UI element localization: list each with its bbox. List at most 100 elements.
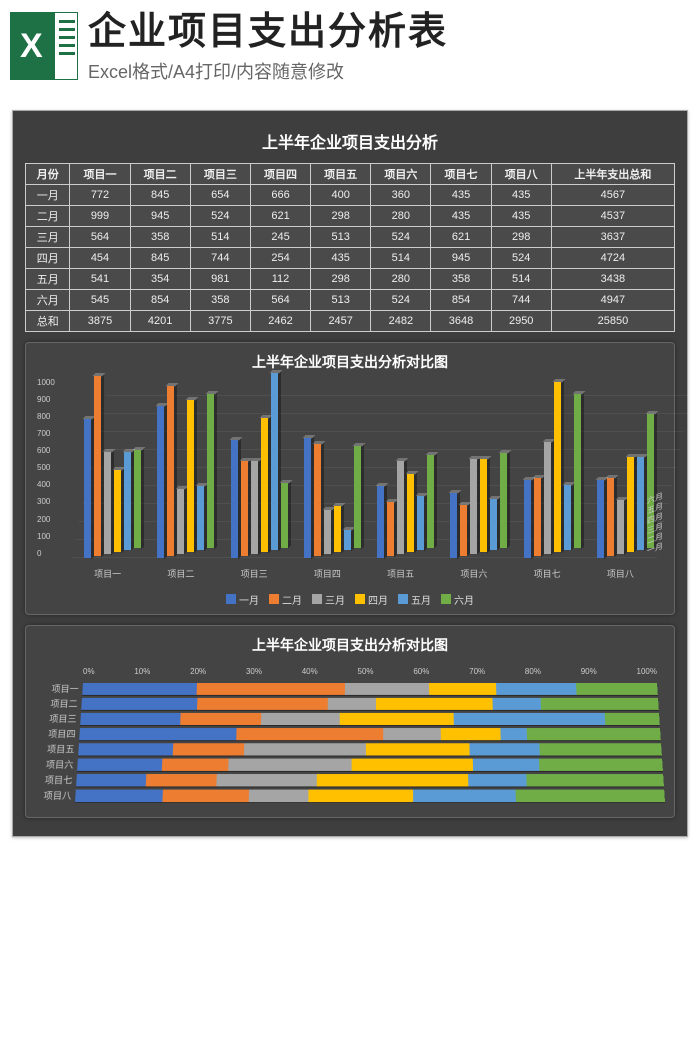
table-cell: 514 bbox=[371, 247, 431, 268]
stacked-segment bbox=[454, 713, 605, 725]
table-cell: 454 bbox=[70, 247, 130, 268]
table-row: 三月5643585142455135246212983637 bbox=[26, 226, 675, 247]
stacked-segment bbox=[197, 683, 345, 695]
stacked-row-label: 项目一 bbox=[34, 682, 79, 695]
stacked-segment bbox=[492, 698, 541, 710]
bar bbox=[104, 452, 111, 554]
table-cell: 513 bbox=[311, 289, 371, 310]
bar bbox=[187, 400, 194, 552]
table-cell: 六月 bbox=[26, 289, 70, 310]
chart-3d-depth-labels: 六月五月四月三月二月一月 bbox=[647, 491, 663, 557]
legend-item: 二月 bbox=[269, 592, 302, 607]
table-cell: 112 bbox=[250, 268, 310, 289]
bar bbox=[324, 510, 331, 554]
table-cell: 3775 bbox=[190, 310, 250, 331]
stacked-segment bbox=[468, 774, 526, 786]
table-row: 五月5413549811122982803585143438 bbox=[26, 268, 675, 289]
bar bbox=[627, 457, 634, 551]
bar bbox=[334, 506, 341, 552]
bar bbox=[544, 442, 551, 554]
table-cell: 564 bbox=[70, 226, 130, 247]
stacked-segment bbox=[516, 789, 665, 802]
bar bbox=[94, 376, 101, 556]
bar bbox=[397, 461, 404, 553]
stacked-segment bbox=[82, 683, 197, 695]
stacked-segment bbox=[80, 713, 181, 725]
bar bbox=[534, 478, 541, 556]
stacked-row: 项目七 bbox=[76, 774, 664, 786]
table-cell: 三月 bbox=[26, 226, 70, 247]
table-cell: 564 bbox=[250, 289, 310, 310]
bar bbox=[231, 440, 238, 558]
table-cell: 3875 bbox=[70, 310, 130, 331]
pct-tick: 20% bbox=[190, 667, 206, 676]
table-header: 项目五 bbox=[311, 163, 371, 184]
table-cell: 3637 bbox=[551, 226, 674, 247]
bar bbox=[554, 382, 561, 552]
chart-stacked-box: 上半年企业项目支出分析对比图 0%10%20%30%40%50%60%70%80… bbox=[25, 625, 675, 818]
table-cell: 621 bbox=[250, 205, 310, 226]
bar bbox=[574, 394, 581, 548]
table-cell: 514 bbox=[190, 226, 250, 247]
bar bbox=[470, 459, 477, 553]
chart-3d-title: 上半年企业项目支出分析对比图 bbox=[33, 352, 667, 372]
bar bbox=[281, 483, 288, 547]
stacked-row: 项目二 bbox=[81, 698, 659, 710]
stacked-segment bbox=[173, 743, 244, 755]
stacked-segment bbox=[541, 698, 659, 710]
pct-tick: 90% bbox=[581, 667, 597, 676]
chart-3d-canvas: 01002003004005006007008009001000 项目一项目二项… bbox=[71, 378, 657, 588]
stacked-segment bbox=[162, 758, 228, 770]
stacked-segment bbox=[429, 683, 497, 695]
table-header: 上半年支出总和 bbox=[551, 163, 674, 184]
bar bbox=[490, 499, 497, 549]
table-cell: 435 bbox=[431, 184, 491, 205]
bar bbox=[460, 505, 467, 555]
table-header: 项目八 bbox=[491, 163, 551, 184]
table-cell: 3648 bbox=[431, 310, 491, 331]
table-cell: 945 bbox=[130, 205, 190, 226]
stacked-segment bbox=[413, 789, 516, 802]
excel-icon: X bbox=[10, 12, 78, 80]
table-cell: 4201 bbox=[130, 310, 190, 331]
table-cell: 2482 bbox=[371, 310, 431, 331]
chart-3d-y-axis: 01002003004005006007008009001000 bbox=[37, 378, 55, 558]
bar bbox=[344, 530, 351, 550]
bar-group bbox=[144, 388, 217, 558]
table-cell: 845 bbox=[130, 247, 190, 268]
table-cell: 666 bbox=[250, 184, 310, 205]
bar bbox=[450, 493, 457, 558]
bar bbox=[197, 486, 204, 550]
bar bbox=[637, 457, 644, 550]
table-cell: 545 bbox=[70, 289, 130, 310]
table-cell: 400 bbox=[311, 184, 371, 205]
table-header: 项目七 bbox=[431, 163, 491, 184]
table-cell: 一月 bbox=[26, 184, 70, 205]
table-cell: 2462 bbox=[250, 310, 310, 331]
stacked-segment bbox=[496, 683, 577, 695]
stacked-bar bbox=[75, 789, 665, 802]
stacked-row: 项目三 bbox=[80, 713, 660, 725]
table-cell: 524 bbox=[190, 205, 250, 226]
stacked-segment bbox=[473, 758, 539, 770]
table-cell: 621 bbox=[431, 226, 491, 247]
excel-sheet: 上半年企业项目支出分析 月份项目一项目二项目三项目四项目五项目六项目七项目八上半… bbox=[12, 110, 688, 837]
bar bbox=[84, 419, 91, 558]
stacked-segment bbox=[309, 789, 414, 802]
chart-3d-box: 上半年企业项目支出分析对比图 0100200300400500600700800… bbox=[25, 342, 675, 615]
pct-tick: 0% bbox=[83, 667, 95, 676]
stacked-row-label: 项目六 bbox=[28, 757, 74, 770]
table-cell: 772 bbox=[70, 184, 130, 205]
stacked-segment bbox=[244, 743, 366, 755]
table-cell: 358 bbox=[431, 268, 491, 289]
table-row: 六月5458543585645135248547444947 bbox=[26, 289, 675, 310]
bar bbox=[157, 406, 164, 558]
bar bbox=[354, 446, 361, 548]
template-banner: X 企业项目支出分析表 Excel格式/A4打印/内容随意修改 bbox=[0, 0, 700, 88]
bar-group bbox=[364, 465, 437, 557]
table-cell: 513 bbox=[311, 226, 371, 247]
stacked-segment bbox=[366, 743, 469, 755]
stacked-segment bbox=[327, 698, 376, 710]
stacked-row: 项目五 bbox=[78, 743, 662, 755]
stacked-row: 项目八 bbox=[75, 789, 665, 802]
